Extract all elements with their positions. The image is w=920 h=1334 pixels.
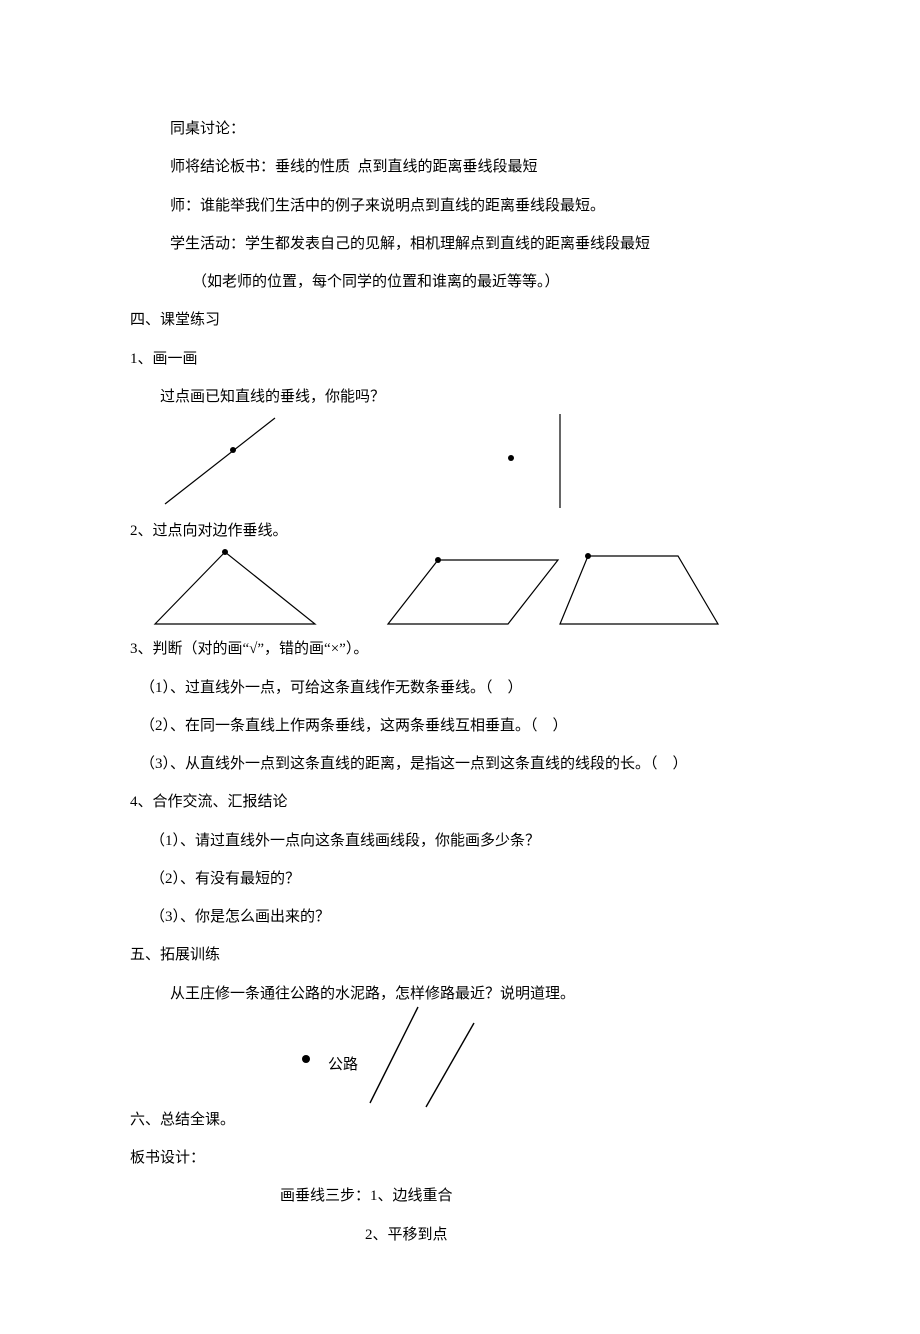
figure-set-2 xyxy=(130,542,790,630)
question-item: （3）、从直线外一点到这条直线的距离，是指这一点到这条直线的线段的长。（ ） xyxy=(130,745,790,783)
question-item: （1）、过直线外一点，可给这条直线作无数条垂线。（ ） xyxy=(130,669,790,707)
board-title: 板书设计： xyxy=(130,1139,790,1177)
road-label: 公路 xyxy=(328,1053,358,1074)
question-item: （2）、在同一条直线上作两条垂线，这两条垂线互相垂直。（ ） xyxy=(130,707,790,745)
document-page: 同桌讨论： 师将结论板书：垂线的性质 点到直线的距离垂线段最短 师：谁能举我们生… xyxy=(0,0,920,1334)
fig3-road-b xyxy=(426,1023,474,1107)
paragraph: 师：谁能举我们生活中的例子来说明点到直线的距离垂线段最短。 xyxy=(130,187,790,225)
question-item: （3）、你是怎么画出来的？ xyxy=(130,898,790,936)
fig2-trapezoid-dot xyxy=(585,553,591,559)
fig2-svg xyxy=(130,542,750,630)
paragraph: （如老师的位置，每个同学的位置和谁离的最近等等。） xyxy=(130,263,790,301)
figure-set-3: 公路 xyxy=(130,1003,790,1113)
fig2-triangle-dot xyxy=(222,549,228,555)
paragraph: 学生活动：学生都发表自己的见解，相机理解点到直线的距离垂线段最短 xyxy=(130,225,790,263)
section-heading: 五、拓展训练 xyxy=(130,936,790,974)
fig1-dot-a xyxy=(230,447,236,453)
figure-set-1 xyxy=(130,412,790,512)
question: 1、画一画 xyxy=(130,340,790,378)
fig2-triangle xyxy=(155,552,315,624)
question: 3、判断（对的画“√”，错的画“×”）。 xyxy=(130,630,790,668)
fig3-dot xyxy=(302,1055,310,1063)
section-heading: 四、课堂练习 xyxy=(130,301,790,339)
fig2-trapezoid xyxy=(560,556,718,624)
paragraph: 师将结论板书：垂线的性质 点到直线的距离垂线段最短 xyxy=(130,148,790,186)
question-item: （1）、请过直线外一点向这条直线画线段，你能画多少条？ xyxy=(130,822,790,860)
question-text: 过点画已知直线的垂线，你能吗？ xyxy=(130,378,790,416)
fig2-parallelogram xyxy=(388,560,558,624)
board-line: 画垂线三步：1、边线重合 xyxy=(130,1177,790,1215)
paragraph: 同桌讨论： xyxy=(130,110,790,148)
board-line: 2、平移到点 xyxy=(130,1216,790,1254)
question: 4、合作交流、汇报结论 xyxy=(130,783,790,821)
question-item: （2）、有没有最短的？ xyxy=(130,860,790,898)
fig1-line-a xyxy=(165,418,275,504)
fig1-svg xyxy=(130,412,630,512)
fig2-parallelogram-dot xyxy=(435,557,441,563)
fig3-road-a xyxy=(370,1007,418,1103)
fig1-dot-b xyxy=(508,455,514,461)
